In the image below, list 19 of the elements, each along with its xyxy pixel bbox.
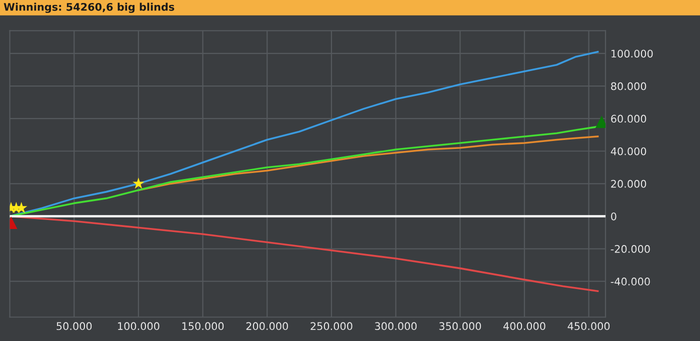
chart-title: Winnings: 54260,6 big blinds [4, 2, 174, 13]
x-tick-label: 100.000 [118, 322, 160, 330]
y-tick-label: -20.000 [610, 245, 650, 253]
y-tick-label: -40.000 [610, 278, 650, 286]
y-tick-label: 80.000 [611, 82, 646, 90]
y-tick-label: 60.000 [611, 114, 646, 123]
x-tick-label: 450.000 [568, 322, 610, 330]
x-tick-label: 350.000 [439, 322, 481, 330]
x-tick-label: 300.000 [375, 322, 417, 330]
x-tick-label: 50.000 [56, 322, 92, 330]
y-tick-label: 0 [611, 212, 616, 220]
x-tick-label: 400.000 [503, 322, 546, 330]
y-tick-label: 40.000 [610, 147, 646, 156]
x-tick-label: 200.000 [246, 322, 288, 330]
y-tick-label: 20.000 [611, 180, 646, 188]
x-tick-label: 150.000 [182, 322, 224, 330]
y-tick-label: 100.000 [612, 50, 653, 58]
point [132, 177, 144, 189]
x-tick-label: 250.000 [310, 322, 352, 330]
